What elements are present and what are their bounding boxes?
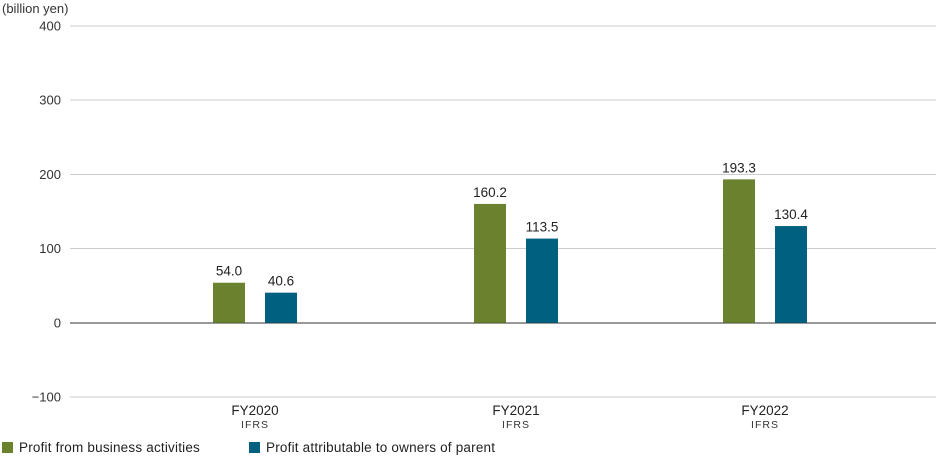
x-category-sublabel: IFRS	[751, 419, 779, 431]
bar-series-1	[213, 282, 245, 323]
data-label: 193.3	[722, 160, 756, 175]
bar-series-2	[265, 292, 297, 323]
bar-series-2	[775, 226, 807, 323]
x-category-label: FY2022	[741, 403, 788, 418]
data-label: 160.2	[473, 185, 507, 200]
legend-item-series-1: Profit from business activities	[2, 440, 200, 455]
legend-swatch-series-1	[2, 442, 13, 453]
data-label: 54.0	[216, 264, 242, 279]
y-tick-label: 300	[39, 93, 61, 108]
y-tick-label: 400	[39, 19, 61, 34]
chart-legend: Profit from business activities Profit a…	[2, 440, 544, 455]
x-category-sublabel: IFRS	[502, 419, 530, 431]
y-tick-label: 0	[54, 315, 61, 330]
legend-swatch-series-2	[249, 442, 261, 453]
y-tick-label: −100	[32, 390, 61, 405]
data-label: 130.4	[774, 207, 808, 222]
x-category-label: FY2021	[492, 403, 539, 418]
bar-series-2	[526, 238, 558, 323]
x-category-label: FY2020	[231, 403, 278, 418]
data-label: 113.5	[526, 220, 559, 235]
y-tick-label: 100	[39, 241, 61, 256]
legend-label-series-1: Profit from business activities	[19, 440, 201, 455]
x-category-sublabel: IFRS	[241, 419, 269, 431]
y-tick-label: 200	[39, 167, 61, 182]
data-label: 40.6	[268, 274, 294, 289]
legend-label-series-2: Profit attributable to owners of parent	[266, 440, 496, 455]
y-axis-unit-label: (billion yen)	[2, 1, 69, 16]
legend-item-series-2: Profit attributable to owners of parent	[249, 440, 495, 455]
bar-series-1	[474, 203, 506, 323]
bar-series-1	[723, 179, 755, 323]
